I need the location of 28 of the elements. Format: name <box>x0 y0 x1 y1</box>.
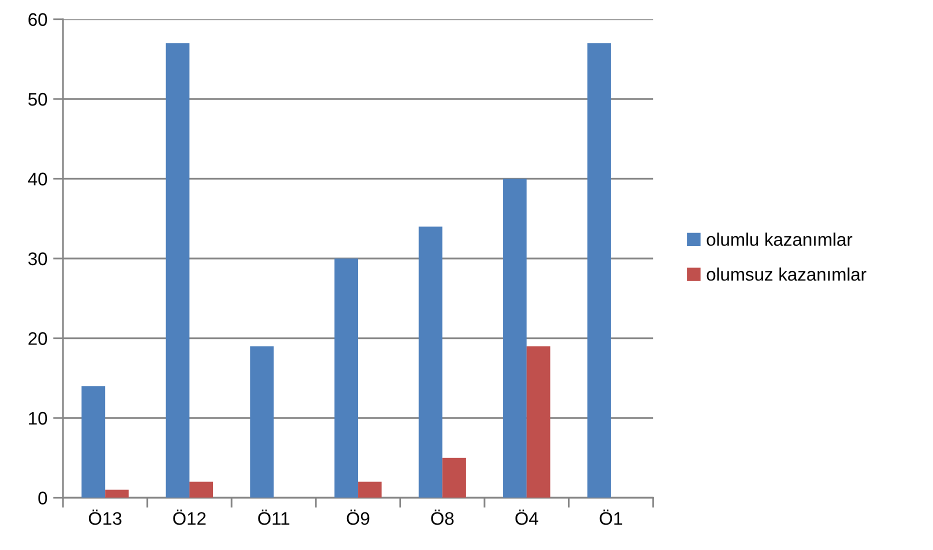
bar <box>334 258 358 498</box>
y-tick-label: 0 <box>38 492 47 504</box>
bar <box>418 226 442 498</box>
y-tick-label: 20 <box>28 332 47 345</box>
x-tick-label: Ö9 <box>346 510 370 525</box>
x-tick-label: Ö11 <box>258 510 290 525</box>
y-tick-label: 60 <box>28 13 47 26</box>
x-tick-label: Ö4 <box>515 510 538 525</box>
bar <box>166 43 190 498</box>
legend-label: olumlu kazanımlar <box>706 232 852 246</box>
y-tick-label: 30 <box>28 252 47 266</box>
y-tick-label: 40 <box>28 172 47 186</box>
bar <box>250 346 274 498</box>
x-tick-label: Ö1 <box>600 510 622 525</box>
bar <box>503 178 527 498</box>
bar <box>442 458 466 498</box>
bar <box>82 386 106 498</box>
y-tick-label: 50 <box>28 92 47 106</box>
x-tick-label: Ö13 <box>88 510 122 525</box>
bar <box>358 482 382 498</box>
bar <box>587 43 611 498</box>
bar <box>526 346 550 498</box>
y-tick-label: 10 <box>28 412 47 425</box>
bar <box>189 482 214 498</box>
bar <box>105 490 129 498</box>
x-tick-label: Ö8 <box>431 510 454 525</box>
x-tick-label: Ö12 <box>173 510 206 525</box>
legend-label: olumsuz kazanımlar <box>706 268 866 281</box>
